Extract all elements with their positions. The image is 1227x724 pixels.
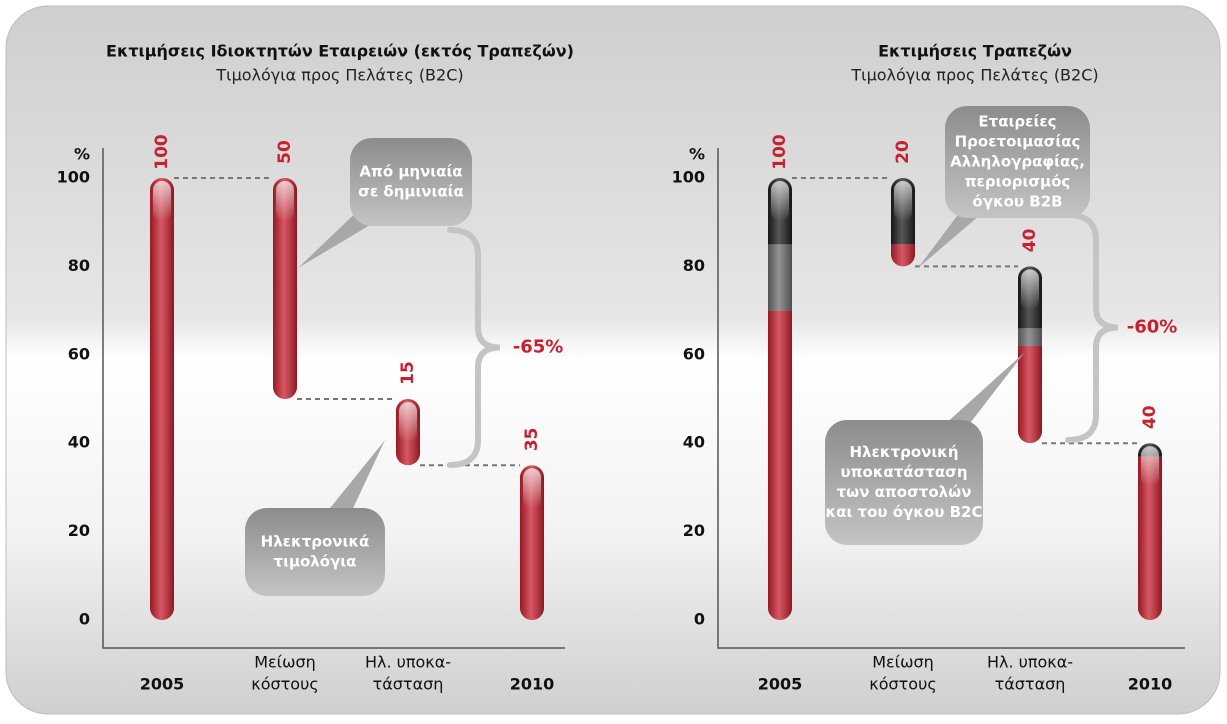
callout-text: των αποστολών bbox=[837, 483, 972, 501]
bar-cap bbox=[276, 181, 294, 221]
chart-subtitle: Τιμολόγια προς Πελάτες (B2C) bbox=[215, 66, 463, 85]
x-tick-label: 2010 bbox=[1128, 675, 1173, 694]
callout: Ηλεκτρονική υποκατάσταση των αποστολών και … bbox=[825, 352, 1025, 545]
change-label: -65% bbox=[513, 337, 564, 358]
y-tick-label: 80 bbox=[683, 256, 705, 275]
bar-cap bbox=[523, 468, 541, 509]
bar bbox=[1018, 266, 1042, 444]
callout-text: Αλληλογραφίας, bbox=[950, 153, 1085, 171]
x-tick-label: κόστους bbox=[869, 675, 936, 694]
value-label: 100 bbox=[152, 134, 172, 170]
bar-shine bbox=[768, 178, 792, 620]
x-tick-label: Μείωση bbox=[872, 653, 934, 672]
callout: Από μηνιαία σε δημινιαία bbox=[298, 138, 472, 268]
bar bbox=[273, 178, 297, 399]
y-tick-label: 80 bbox=[68, 256, 90, 275]
x-tick-label: κόστους bbox=[251, 675, 318, 694]
callout: Εταιρείες Προετοιμασίας Αλληλογραφίας, περι… bbox=[918, 106, 1090, 268]
callout-text: Προετοιμασίας bbox=[955, 133, 1081, 151]
x-tick-label: Ηλ. υποκα- bbox=[365, 653, 451, 672]
chart-title: Εκτιμήσεις Ιδιοκτητών Εταιρειών (εκτός Τ… bbox=[106, 42, 574, 61]
x-tick-label: Μείωση bbox=[254, 653, 316, 672]
callout-box bbox=[350, 138, 472, 226]
value-label: 20 bbox=[893, 140, 913, 164]
bar bbox=[396, 399, 420, 466]
y-tick-label: 100 bbox=[672, 168, 705, 187]
x-tick-label: 2005 bbox=[140, 675, 185, 694]
value-label: 15 bbox=[398, 361, 418, 385]
bar bbox=[768, 178, 792, 620]
callout: Ηλεκτρονικά τιμολόγια bbox=[245, 440, 385, 596]
x-tick-label: Ηλ. υποκα- bbox=[987, 653, 1073, 672]
change-label: -60% bbox=[1127, 317, 1178, 338]
value-label: 50 bbox=[275, 140, 295, 164]
chart-subtitle: Τιμολόγια προς Πελάτες (B2C) bbox=[850, 66, 1098, 85]
callout-text: τιμολόγια bbox=[274, 553, 357, 571]
y-tick-label: 20 bbox=[683, 521, 705, 540]
x-tick-label: 2005 bbox=[758, 675, 803, 694]
bar-cap bbox=[894, 181, 912, 221]
y-tick-label: 100 bbox=[57, 168, 90, 187]
y-tick-label: 60 bbox=[68, 344, 90, 363]
callout-box bbox=[825, 420, 983, 545]
y-tick-label: 40 bbox=[683, 433, 705, 452]
callout-text: σε δημινιαία bbox=[358, 183, 464, 201]
charts: Εκτιμήσεις Ιδιοκτητών Εταιρειών (εκτός Τ… bbox=[57, 42, 1185, 694]
callout-text: Από μηνιαία bbox=[359, 163, 462, 181]
bar-cap bbox=[399, 402, 417, 442]
bar-cap bbox=[153, 181, 171, 221]
bar-cap bbox=[1141, 446, 1159, 487]
value-label: 35 bbox=[522, 427, 542, 451]
bar bbox=[1138, 443, 1162, 620]
y-tick-label: 0 bbox=[79, 610, 90, 629]
callout-text: περιορισμός bbox=[965, 173, 1071, 191]
y-tick-label: 0 bbox=[694, 610, 705, 629]
x-tick-label: 2010 bbox=[510, 675, 555, 694]
x-tick-label: τάσταση bbox=[373, 675, 444, 694]
bar-cap bbox=[771, 181, 789, 221]
y-axis-label: % bbox=[74, 145, 90, 164]
y-axis-label: % bbox=[689, 145, 705, 164]
callout-box bbox=[245, 508, 385, 596]
bar bbox=[891, 178, 915, 267]
axis bbox=[102, 148, 565, 649]
callout-text: υποκατάσταση bbox=[840, 463, 967, 481]
brace bbox=[1065, 212, 1119, 443]
callout-text: Ηλεκτρονική bbox=[849, 443, 958, 461]
value-label: 40 bbox=[1020, 228, 1040, 252]
x-tick-label: τάσταση bbox=[995, 675, 1066, 694]
y-tick-label: 20 bbox=[68, 521, 90, 540]
callout-text: Εταιρείες bbox=[978, 113, 1056, 131]
bar bbox=[150, 178, 174, 620]
bar-shine bbox=[150, 178, 174, 620]
callout-box bbox=[945, 106, 1090, 218]
y-tick-label: 40 bbox=[68, 433, 90, 452]
callout-text: και του όγκου B2C bbox=[826, 503, 983, 521]
value-label: 100 bbox=[770, 134, 790, 170]
brace bbox=[447, 227, 501, 468]
y-tick-label: 60 bbox=[683, 344, 705, 363]
axis bbox=[717, 148, 1185, 649]
callout-text: όγκου B2B bbox=[972, 193, 1062, 211]
chart-title: Εκτιμήσεις Τραπεζών bbox=[878, 42, 1072, 61]
callout-text: Ηλεκτρονικά bbox=[261, 533, 370, 551]
bar bbox=[520, 465, 544, 620]
value-label: 40 bbox=[1140, 405, 1160, 429]
bar-cap bbox=[1021, 269, 1039, 310]
